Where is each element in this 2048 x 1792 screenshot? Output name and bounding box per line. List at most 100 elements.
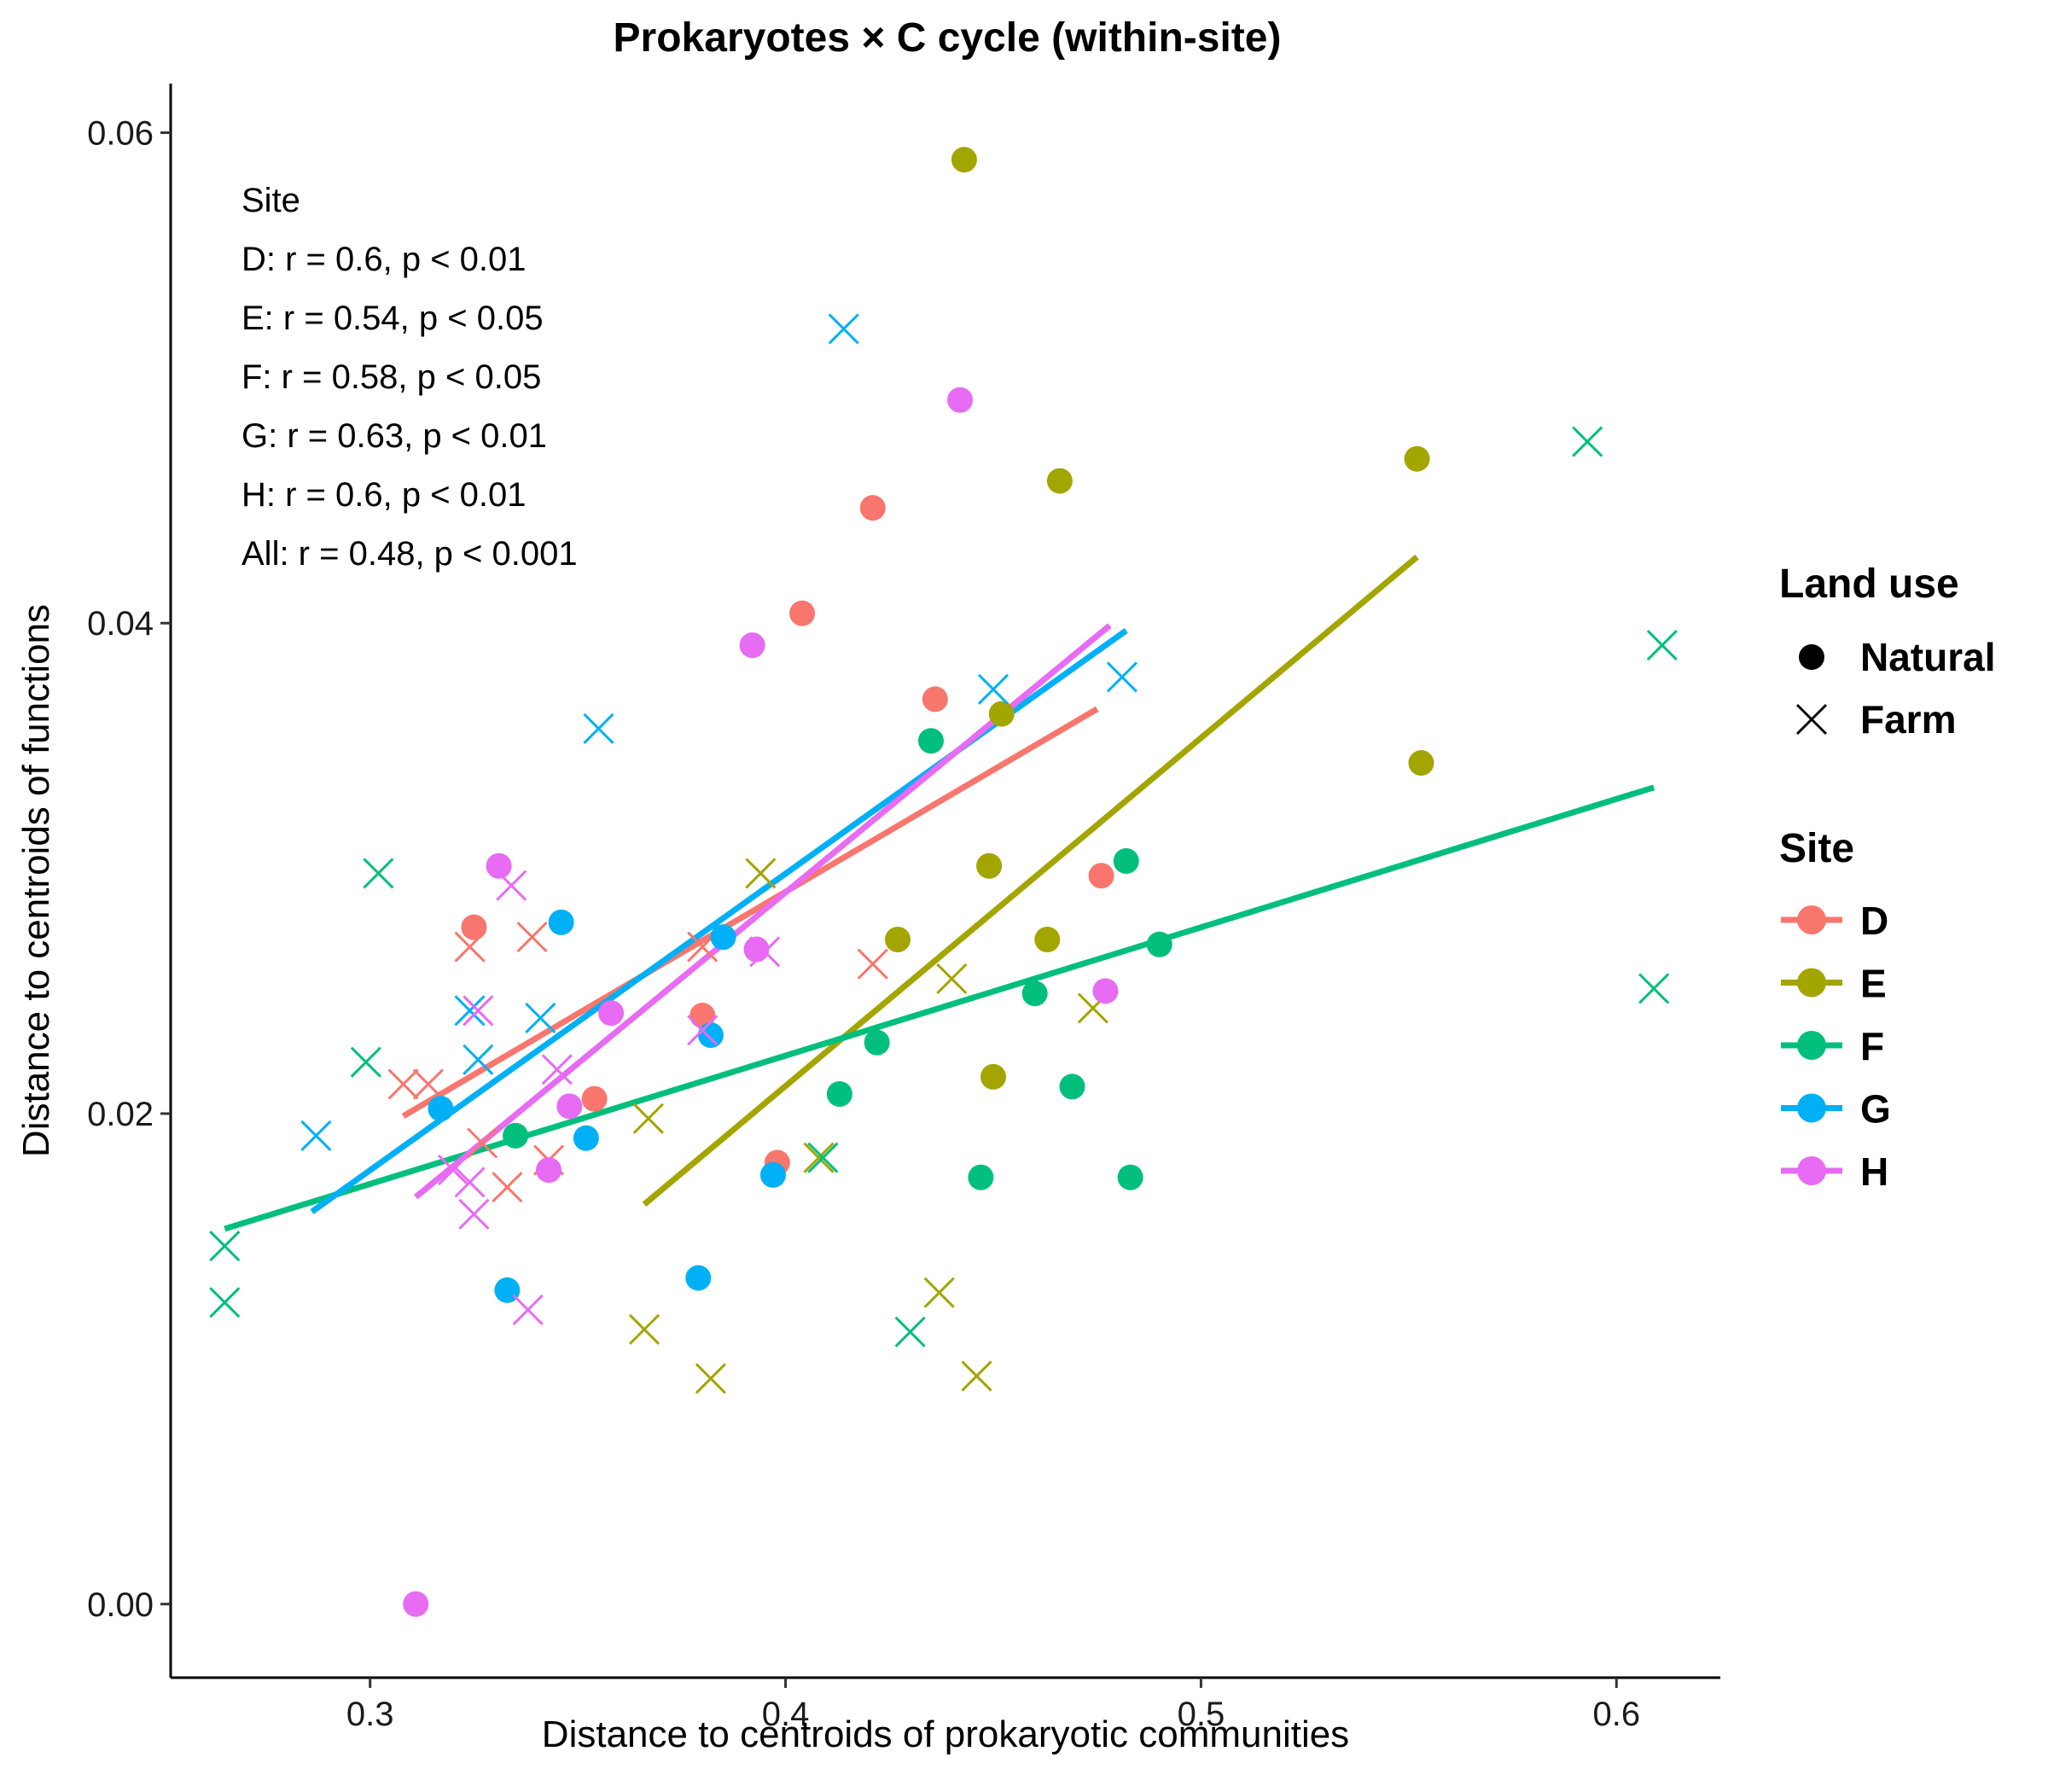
point-farm-F [350,1046,381,1078]
legend-label: G [1860,1087,1891,1132]
fit-lines [224,554,1655,1232]
point-farm-H [541,1054,573,1085]
point-farm-H [687,1015,719,1046]
land-use-legend-items: Natural Farm [1795,635,1995,742]
point-natural-H [598,1000,625,1027]
site-legend-title: Site [1779,826,1854,871]
point-natural-H [486,852,512,879]
legend-key-dot-E [1797,968,1826,998]
legend-key-farm [1795,703,1828,736]
point-farm-E [628,1313,660,1345]
point-natural-D [859,495,886,521]
point-natural-D [689,1003,716,1029]
point-natural-H [536,1157,562,1184]
annotation-line: Site [241,182,300,219]
point-natural-E [885,926,911,952]
x-ticks: 0.3 0.4 0.5 0.6 [346,1678,1640,1733]
point-farm-F [1646,630,1678,661]
correlation-annotations: Site D: r = 0.6, p < 0.01 E: r = 0.54, p <… [241,182,578,573]
point-farm-E [923,1277,955,1308]
point-natural-H [1092,978,1119,1004]
legend-label: Farm [1860,697,1956,742]
x-tick-label: 0.3 [346,1696,394,1733]
point-farm-G [454,995,486,1027]
x-tick-label: 0.5 [1178,1696,1225,1733]
point-farm-H [458,1198,490,1230]
point-natural-F [1113,848,1139,875]
point-natural-F [503,1122,529,1149]
legend-key-dot-H [1797,1156,1826,1185]
point-farm-E [803,1142,835,1173]
point-natural-F [1021,980,1048,1007]
point-farm-E [632,1103,664,1134]
point-farm-F [1572,426,1603,457]
point-natural-F [917,728,944,754]
point-farm-D [857,948,888,980]
point-farm-D [387,1068,419,1100]
point-natural-D [922,686,948,713]
plot-panel: 0.3 0.4 0.5 0.6 0.00 0.02 0.04 0.06 Site D: r =… [87,84,1720,1733]
legend-label: Natural [1860,635,1995,679]
point-farm-D [516,922,548,953]
point-farm-D [412,1068,444,1100]
point-natural-G [697,1022,724,1049]
point-natural-E [988,701,1015,727]
point-natural-D [1088,863,1114,889]
point-farm-E [745,858,777,889]
point-farm-F [363,858,394,889]
point-natural-G [573,1125,599,1151]
annotation-line: D: r = 0.6, p < 0.01 [241,241,527,278]
point-farm-G [977,673,1009,705]
point-farm-D [467,1127,498,1159]
point-farm-F [209,1287,241,1318]
point-farm-D [492,1172,523,1203]
point-farm-E [695,1363,726,1394]
point-natural-F [826,1081,852,1108]
point-farm-G [300,1120,332,1151]
point-farm-E [936,963,968,995]
legend-label: D [1860,899,1888,943]
annotation-line: All: r = 0.48, p < 0.001 [241,535,578,573]
point-farm-H [749,936,781,968]
point-farm-F [1638,973,1670,1004]
point-natural-D [789,600,816,626]
point-natural-H [556,1093,583,1120]
legend-key-dot-F [1797,1031,1826,1060]
point-farm-G [583,713,614,744]
point-farm-G [525,1002,556,1034]
point-natural-D [581,1085,608,1112]
point-natural-G [548,909,574,935]
legend-key-dot-D [1797,905,1826,934]
point-natural-F [864,1029,890,1056]
legend-label: H [1860,1149,1888,1194]
point-natural-E [1408,750,1434,777]
point-natural-E [980,1063,1006,1090]
data-points [209,147,1678,1617]
point-natural-E [1034,926,1061,952]
annotation-line: H: r = 0.6, p < 0.01 [241,476,527,514]
point-farm-D [454,931,486,963]
y-tick-label: 0.02 [87,1096,154,1133]
point-farm-H [496,870,527,901]
fit-line-F [224,784,1655,1232]
point-farm-H [512,1294,544,1325]
point-natural-E [976,852,1003,879]
point-farm-G [828,313,859,345]
point-natural-F [968,1164,994,1190]
point-natural-G [710,924,736,951]
y-axis-title: Distance to centroids of functions [15,604,57,1157]
legend-key-natural [1799,644,1824,670]
y-tick-label: 0.06 [87,114,154,152]
point-natural-H [739,632,765,659]
point-natural-H [403,1591,429,1617]
point-natural-H [947,387,974,413]
point-natural-F [1059,1073,1085,1100]
fit-line-E [642,554,1419,1207]
point-farm-F [894,1316,926,1347]
y-tick-label: 0.00 [87,1586,154,1624]
x-tick-label: 0.6 [1592,1696,1640,1733]
x-tick-label: 0.4 [762,1696,810,1733]
point-farm-F [209,1231,241,1262]
